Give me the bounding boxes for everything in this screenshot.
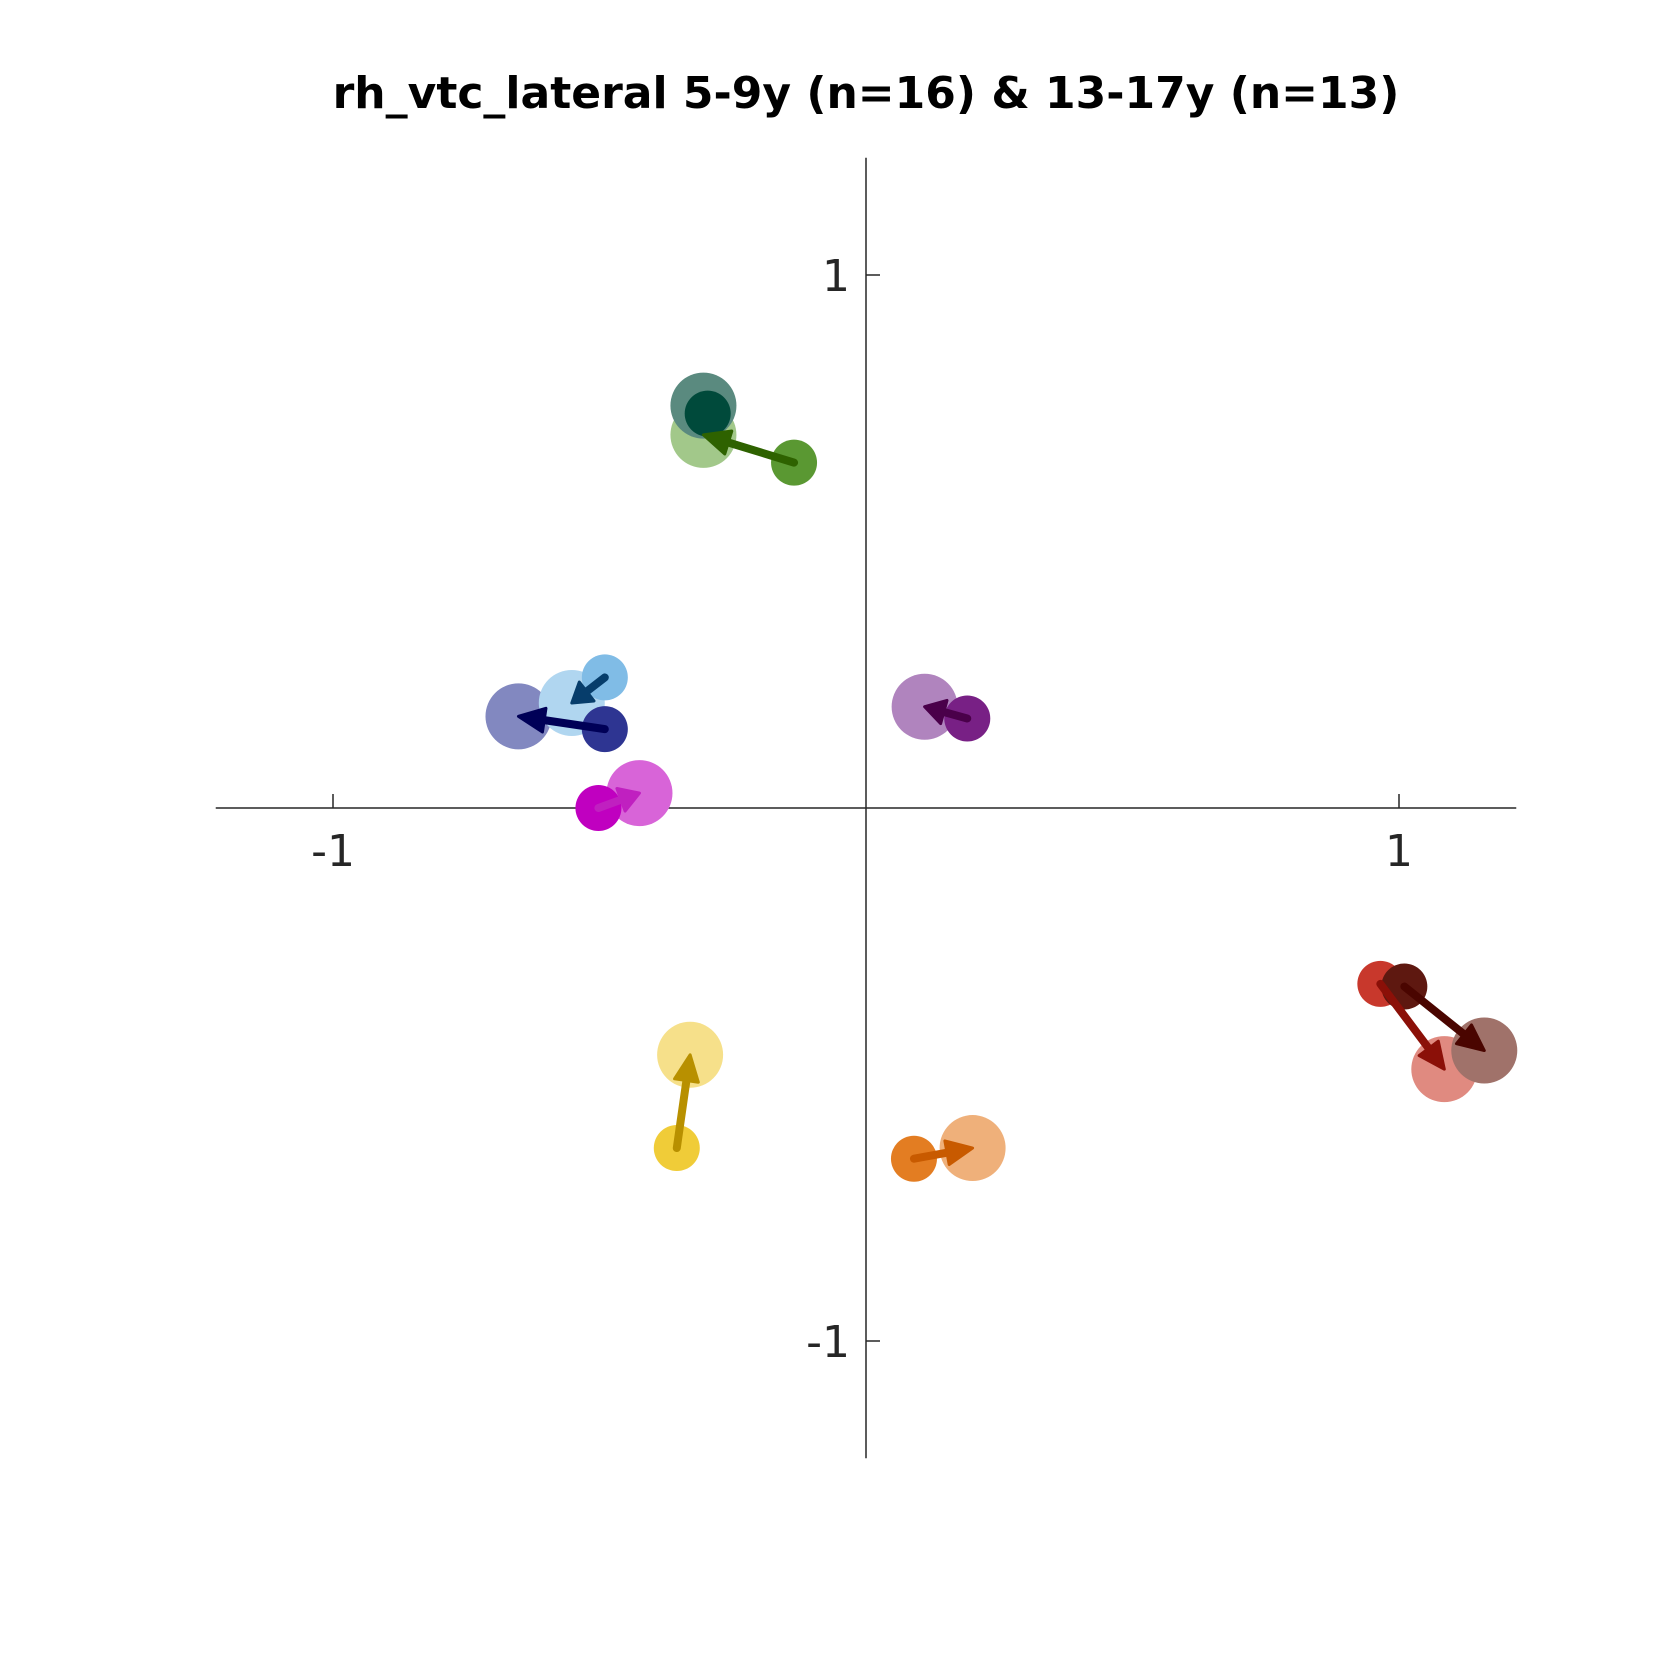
x-tick-label: 1	[1385, 826, 1413, 877]
teal-start-point	[684, 390, 731, 437]
magenta-arrow-shaft	[594, 795, 626, 812]
red-arrow-shaft	[1376, 979, 1433, 1053]
navy-arrow-head	[516, 706, 548, 734]
light-blue-arrow-head	[570, 680, 596, 705]
dark-red-arrow-shaft	[1400, 982, 1468, 1039]
axes: -1 1 -1 1	[215, 157, 1517, 1459]
y-tick-label: 1	[822, 251, 850, 302]
green-arrow-shaft	[724, 438, 799, 467]
orange-arrow-head	[943, 1139, 975, 1167]
yellow-arrow-shaft	[672, 1076, 691, 1153]
dark-red-arrow-head	[1454, 1023, 1486, 1053]
orange-arrow-shaft	[909, 1148, 952, 1163]
yellow-arrow-head	[673, 1053, 700, 1084]
red-arrow-head	[1417, 1039, 1446, 1071]
purple-arrow-shaft	[939, 708, 972, 723]
green-arrow-head	[701, 429, 734, 456]
magenta-arrow-head	[615, 787, 641, 813]
chart-title: rh_vtc_lateral 5-9y (n=16) & 13-17y (n=1…	[333, 68, 1400, 119]
y-tick-label: -1	[806, 1317, 850, 1368]
navy-arrow-shaft	[540, 716, 609, 734]
purple-arrow-head	[923, 698, 949, 726]
light-blue-arrow-shaft	[582, 673, 609, 696]
data-marks	[485, 372, 1518, 1182]
x-tick-label: -1	[311, 826, 355, 877]
